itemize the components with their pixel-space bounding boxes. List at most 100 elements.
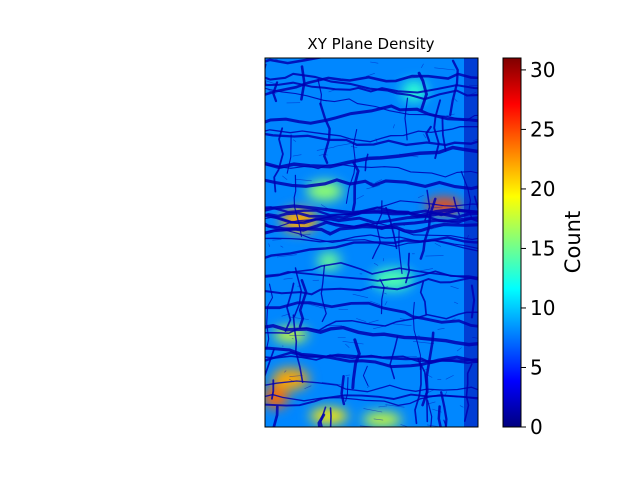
heatmap-crack <box>370 182 379 186</box>
heatmap-crack <box>362 365 369 387</box>
heatmap-crack <box>329 229 337 235</box>
heatmap-crack <box>385 206 398 250</box>
heatmap-crack <box>445 391 448 395</box>
heatmap-crack <box>295 178 312 182</box>
heatmap-crack <box>352 293 369 298</box>
heatmap-crack <box>351 338 361 390</box>
heatmap-crack <box>292 314 304 383</box>
heatmap-crack <box>265 348 275 378</box>
heatmap-crack <box>265 72 478 101</box>
heatmap-hotspot <box>401 80 427 102</box>
heatmap-crack <box>268 90 277 94</box>
heatmap-crack <box>273 127 284 193</box>
heatmap-crack <box>390 323 412 326</box>
heatmap-crack <box>393 124 395 129</box>
heatmap-crack <box>421 63 424 68</box>
heatmap-crack <box>320 264 327 323</box>
heatmap-crack <box>265 145 478 170</box>
heatmap-crack <box>265 178 478 191</box>
heatmap-crack <box>340 375 346 406</box>
heatmap-crack <box>321 382 342 386</box>
heatmap-crack <box>316 146 335 151</box>
heatmap-crack <box>300 65 306 101</box>
heatmap-crack <box>430 225 445 230</box>
heatmap-crack <box>425 125 432 143</box>
heatmap-crack <box>272 405 279 427</box>
heatmap-crack <box>293 139 297 142</box>
heatmap-crack <box>265 276 478 296</box>
heatmap-crack <box>279 226 297 229</box>
heatmap-crack <box>441 116 447 152</box>
heatmap-crack <box>419 197 437 260</box>
heatmap-crack <box>364 153 369 172</box>
heatmap-hotspot <box>265 386 288 409</box>
heatmap-crack <box>369 300 381 305</box>
heatmap-crack <box>453 98 458 102</box>
heatmap-crack <box>266 283 274 350</box>
heatmap-crack <box>423 368 429 371</box>
heatmap-crack <box>356 195 364 200</box>
heatmap-crack <box>450 285 459 289</box>
heatmap-crack <box>265 58 323 65</box>
heatmap-crack <box>440 391 448 427</box>
heatmap-crack <box>319 406 327 427</box>
heatmap-crack <box>324 208 343 212</box>
heatmap-crack <box>449 59 459 117</box>
colorbar-label: Count <box>561 211 585 273</box>
heatmap-crack <box>373 263 379 266</box>
heatmap-crack <box>380 236 396 239</box>
heatmap-crack <box>284 282 295 332</box>
heatmap-frame <box>264 57 479 428</box>
heatmap-crack <box>446 113 455 117</box>
heatmap-crack <box>400 424 408 427</box>
heatmap-edge-band <box>464 58 478 427</box>
heatmap-crack <box>437 405 442 427</box>
heatmap-crack <box>277 254 297 258</box>
heatmap-crack <box>375 179 382 183</box>
heatmap-plot <box>265 58 478 427</box>
heatmap-crack <box>292 154 302 157</box>
heatmap-crack <box>265 393 478 407</box>
heatmap-crack <box>265 164 478 178</box>
heatmap-hotspot <box>317 252 341 270</box>
heatmap-crack <box>373 324 390 329</box>
heatmap-cracks <box>265 58 478 427</box>
heatmap-crack <box>265 80 279 85</box>
heatmap-crack <box>356 318 367 322</box>
heatmap-crack <box>399 153 419 158</box>
heatmap-crack <box>381 286 389 289</box>
heatmap-hotspot <box>310 407 348 424</box>
heatmap-crack <box>265 206 478 224</box>
heatmap-crack <box>319 102 331 164</box>
heatmap-crack <box>272 81 279 103</box>
heatmap-crack <box>418 195 424 198</box>
colorbar-tick-label: 20 <box>530 177 555 201</box>
heatmap-crack <box>405 252 411 284</box>
heatmap-hotspot <box>272 368 310 390</box>
heatmap-crack <box>265 351 478 365</box>
heatmap-crack <box>373 418 384 421</box>
heatmap-crack <box>428 206 443 209</box>
heatmap-crack <box>420 268 433 272</box>
heatmap-crack <box>378 405 388 408</box>
heatmap-crack <box>281 313 291 317</box>
heatmap-crack <box>265 211 478 225</box>
heatmap-crack <box>375 138 378 143</box>
heatmap-crack <box>284 370 287 373</box>
heatmap-crack <box>351 161 360 212</box>
heatmap-crack <box>283 277 293 280</box>
heatmap-crack <box>373 208 381 211</box>
colorbar <box>502 57 522 428</box>
colorbar-tick-label: 10 <box>530 296 555 320</box>
heatmap-crack <box>286 134 292 174</box>
heatmap-crack <box>433 99 442 160</box>
heatmap-crack <box>427 399 433 427</box>
heatmap-hotspot <box>273 327 308 343</box>
heatmap-crack <box>425 389 434 394</box>
heatmap-crack <box>324 154 328 156</box>
heatmap-crack <box>304 385 312 389</box>
heatmap-crack <box>265 126 478 143</box>
heatmap-crack <box>434 67 455 71</box>
heatmap-crack <box>265 104 478 125</box>
heatmap-crack <box>297 355 319 359</box>
